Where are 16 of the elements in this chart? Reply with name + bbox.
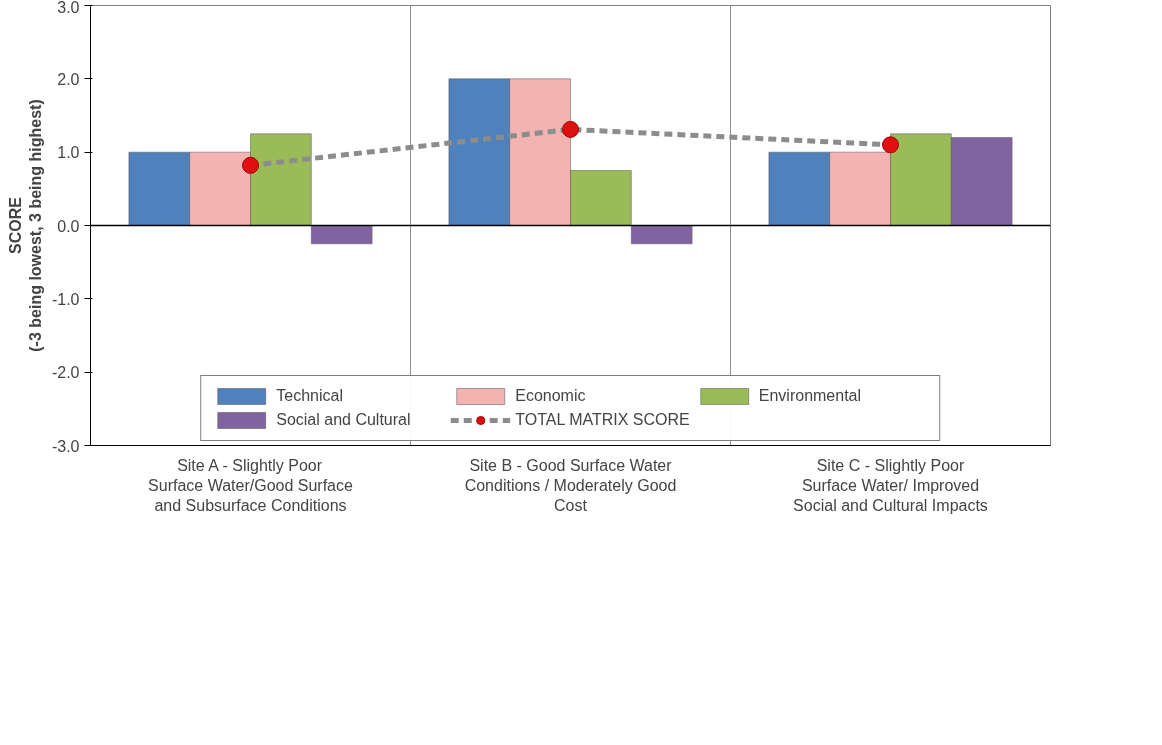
x-tick-label: Site C - Slightly Poor Surface Water/ Improved Social and Cultural Impacts (793, 456, 988, 515)
y-tick-label: 3.0 (57, 0, 80, 16)
legend-label: Technical (276, 387, 344, 405)
legend-label: Environmental (758, 387, 863, 405)
y-tick-label: -2.0 (51, 364, 80, 382)
y-tick-label: 0.0 (57, 217, 80, 235)
x-tick-label: Site A - Slightly Poor Surface Water/Good Surface and Subsurface Conditions (148, 456, 354, 515)
x-tick-label: Site B - Good Surface Water Conditions / Moderately Good Cost (464, 456, 677, 515)
legend-label: Social and Cultural (276, 411, 412, 429)
y-tick-label: -1.0 (51, 290, 80, 308)
y-tick-label: -3.0 (51, 437, 80, 455)
legend-label: TOTAL MATRIX SCORE (515, 411, 690, 429)
legend-label: Economic (515, 387, 587, 405)
y-tick-label: 1.0 (57, 144, 80, 162)
y-axis-title: SCORE (-3 being lowest, 3 being highest) (6, 99, 44, 352)
y-tick-label: 2.0 (57, 70, 80, 88)
